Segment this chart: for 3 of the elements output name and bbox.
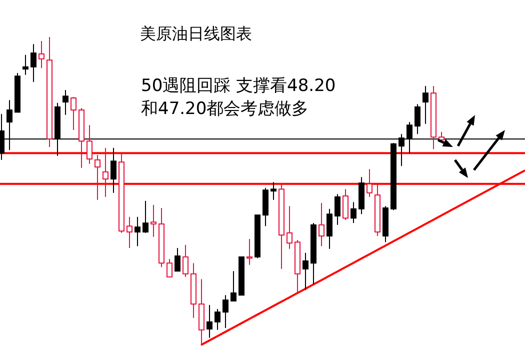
chart-title: 美原油日线图表 (140, 24, 252, 43)
annotation: 和47.20都会考虑做多 (141, 99, 309, 119)
annotation: 50遇阻回踩 支撑看48.20 (141, 76, 336, 96)
